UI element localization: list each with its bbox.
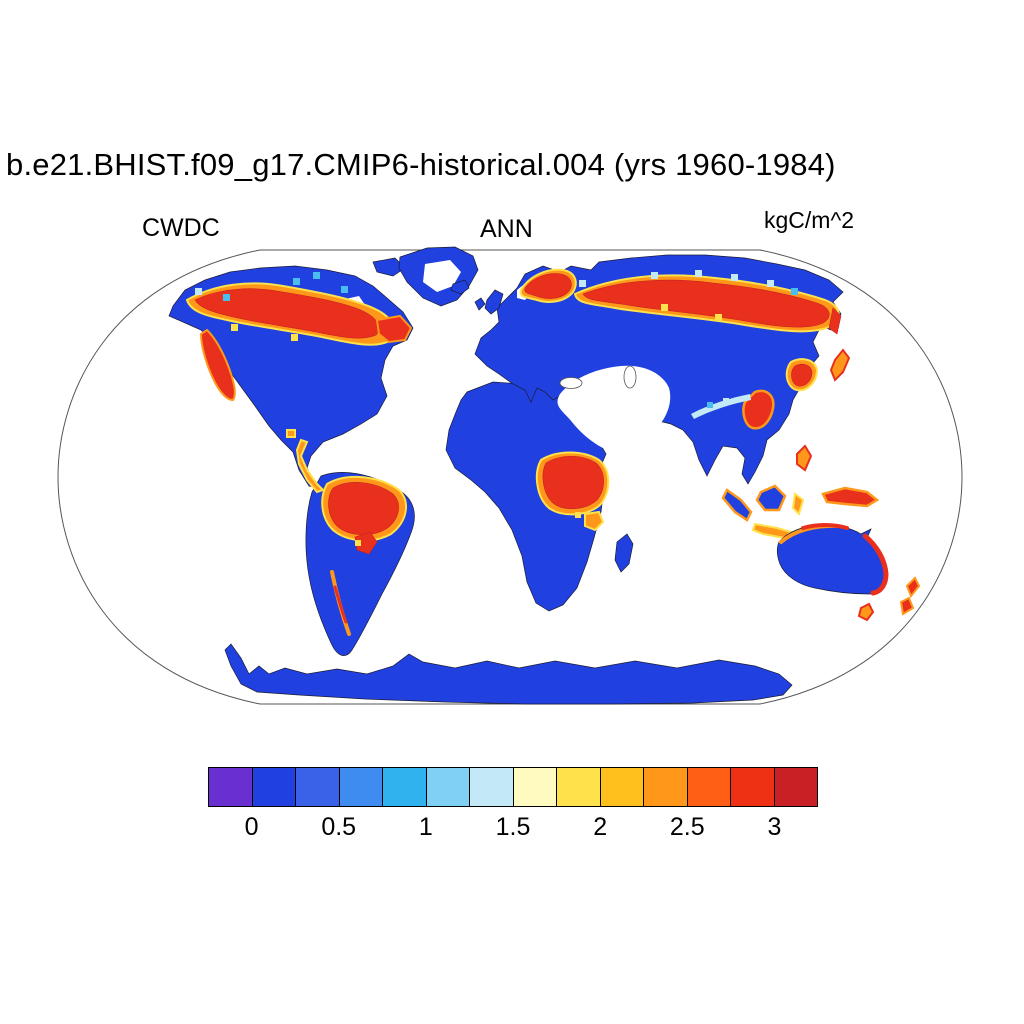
colorbar-segment [513,768,557,806]
yunnan-hot [742,389,775,430]
siberia-hot [582,279,830,328]
arctic-islands [372,257,406,277]
speck [695,270,702,277]
greenland-interior [423,260,461,292]
figure-title: b.e21.BHIST.f09_g17.CMIP6-historical.004… [6,147,836,182]
australia-northeast-fringe [801,523,849,530]
colorbar-segment [209,768,253,806]
pacific-northwest-hot [199,328,236,402]
speck [195,288,202,295]
black-sea [559,377,583,389]
speck [355,540,361,546]
colorbar-segment [600,768,644,806]
colorbar-segment [731,768,775,806]
season-label: ANN [480,215,533,243]
speck [715,314,722,321]
central-america-warm [295,438,325,494]
new-guinea [821,486,880,508]
sulawesi [791,492,805,516]
speck [293,278,300,285]
speck [579,280,586,287]
speck [291,334,298,341]
colorbar-segment [470,768,514,806]
new-zealand-south-island [899,596,915,616]
amazon-south-hot [354,531,378,555]
speck [731,274,738,281]
british-isles [484,289,504,315]
speck [791,288,798,295]
middle-east-blank-region [557,365,671,453]
boreal-canada-hot [194,288,380,339]
colorbar-segments [209,768,817,806]
world-map-svg [57,246,963,705]
colorbar-segment [687,768,731,806]
scandinavia-hot [524,273,572,299]
units-label: kgC/m^2 [764,207,855,233]
speck [341,286,348,293]
speck [575,512,581,518]
high-value-overlay-layer [185,268,889,636]
speck [231,324,238,331]
colorbar-ticks: 0 0.5 1 1.5 2 2.5 3 [208,813,818,845]
speck [661,304,668,311]
new-zealand-north-island [905,576,921,598]
kamchatka-hot [828,307,842,335]
australia-east-fringe [862,533,889,596]
borneo [755,484,787,512]
japan [829,348,851,382]
colorbar [208,767,818,807]
colorbar-segment [339,768,383,806]
sumatra [721,488,753,522]
northeast-asia-hot [791,363,813,387]
speck [223,294,230,301]
variable-label: CWDC [142,214,220,242]
labrador-hot [375,314,413,344]
congo-hot [542,455,604,509]
world-map [55,242,965,712]
colorbar-segment [557,768,601,806]
colorbar-tick-label: 2 [593,813,608,841]
colorbar-tick-label: 3 [767,813,782,841]
amazon-hot [328,482,399,535]
specks-layer [195,270,798,546]
colorbar-tick-label: 1.5 [495,813,531,841]
speck [707,402,713,408]
colorbar-tick-label: 0.5 [321,813,357,841]
colorbar-tick-label: 0 [244,813,259,841]
southeast-asia-islands [721,348,880,540]
colorbar-segment [383,768,427,806]
tasmania [857,602,875,622]
speck [651,272,658,279]
antarctica [224,643,793,705]
himalaya-fringe [691,394,751,419]
iceland [450,279,470,295]
colorbar-segment [296,768,340,806]
colorbar-segment [426,768,470,806]
colorbar-segment [774,768,817,806]
east-africa-warm [584,510,605,532]
speck [286,429,296,438]
colorbar-segment [252,768,296,806]
colorbar-segment [644,768,688,806]
philippines [796,444,813,472]
caspian-sea [623,365,637,389]
speck [767,280,774,287]
madagascar [614,533,634,573]
colorbar-tick-label: 2.5 [669,813,705,841]
speck [723,398,729,404]
ireland [474,297,486,311]
chile-coast-hot [333,585,348,624]
speck [313,272,320,279]
colorbar-tick-label: 1 [418,813,433,841]
new-zealand [899,576,921,616]
